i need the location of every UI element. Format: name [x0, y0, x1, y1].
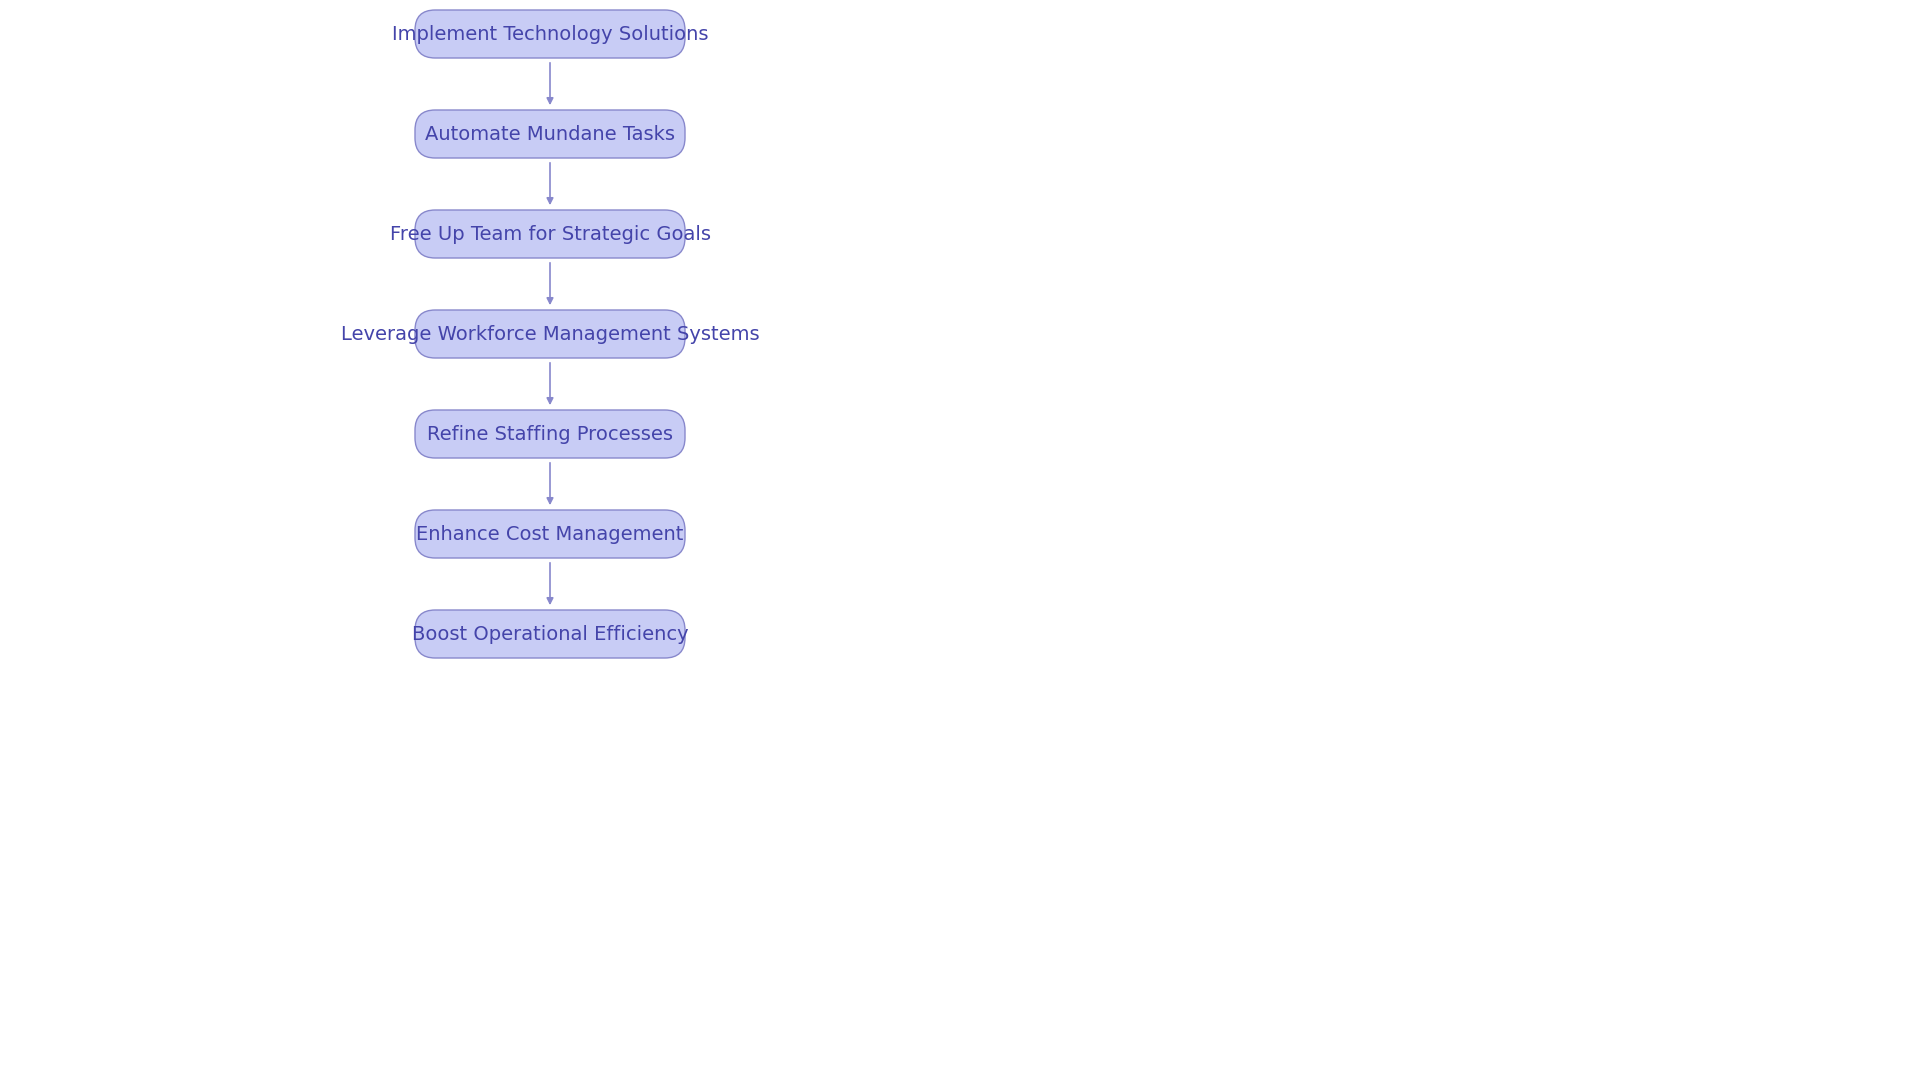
- FancyBboxPatch shape: [415, 510, 685, 558]
- Text: Implement Technology Solutions: Implement Technology Solutions: [392, 25, 708, 43]
- Text: Refine Staffing Processes: Refine Staffing Processes: [426, 425, 674, 444]
- FancyBboxPatch shape: [415, 310, 685, 358]
- Text: Enhance Cost Management: Enhance Cost Management: [417, 524, 684, 544]
- Text: Automate Mundane Tasks: Automate Mundane Tasks: [424, 125, 676, 144]
- Text: Free Up Team for Strategic Goals: Free Up Team for Strategic Goals: [390, 224, 710, 244]
- FancyBboxPatch shape: [415, 110, 685, 158]
- FancyBboxPatch shape: [415, 410, 685, 458]
- FancyBboxPatch shape: [415, 610, 685, 658]
- FancyBboxPatch shape: [415, 210, 685, 258]
- FancyBboxPatch shape: [415, 10, 685, 58]
- Text: Leverage Workforce Management Systems: Leverage Workforce Management Systems: [340, 325, 758, 343]
- Text: Boost Operational Efficiency: Boost Operational Efficiency: [411, 625, 687, 643]
